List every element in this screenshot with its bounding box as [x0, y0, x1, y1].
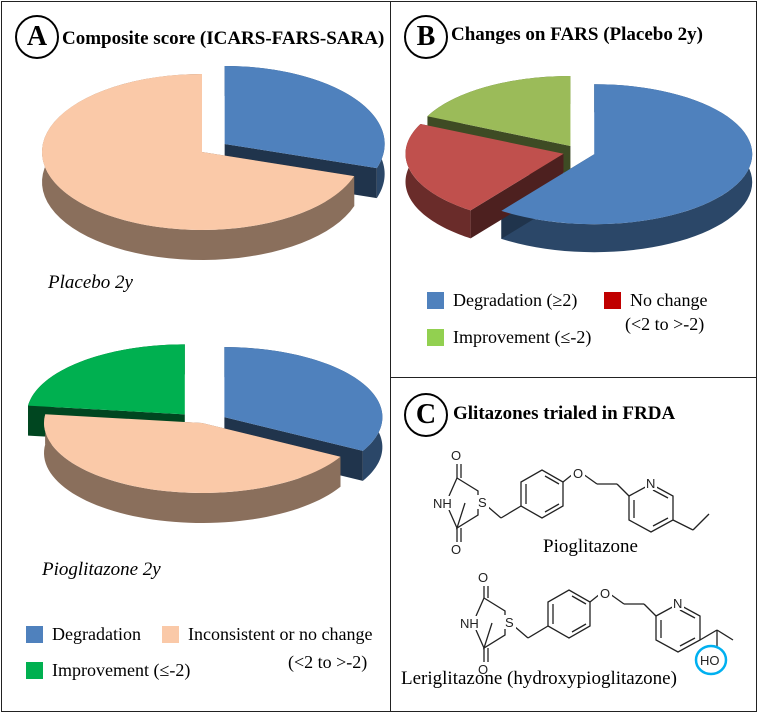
piog-pie-slice-2 — [28, 344, 185, 415]
panel-a-title: Composite score (ICARS-FARS-SARA) — [62, 28, 385, 49]
panel-c-title: Glitazones trialed in FRDA — [453, 403, 676, 424]
placebo-composite-pie — [42, 65, 385, 260]
atom-ho: HO — [700, 653, 720, 668]
atom-o-bottom: O — [451, 542, 461, 557]
placebo-pie-slice-1 — [42, 74, 355, 230]
panel-c-badge: C — [404, 393, 448, 437]
swatch-peach — [162, 626, 179, 643]
swatch-green — [26, 662, 43, 679]
panel-a-badge: A — [15, 15, 59, 59]
atom-o-top-2: O — [478, 570, 488, 585]
fars-pie-slice-0 — [501, 84, 753, 225]
legend-improvement-label: Improvement (≤-2) — [52, 660, 191, 680]
atom-o-ether-2: O — [600, 586, 610, 601]
fars-pie-wall-1 — [405, 123, 471, 239]
atom-nh: NH — [433, 496, 452, 511]
legend-b-improvement: Improvement (≤-2) — [427, 327, 591, 348]
pioglitazone-composite-pie — [28, 344, 383, 523]
placebo-pie-slice-0 — [224, 65, 385, 169]
panel-b-badge: B — [404, 15, 448, 59]
atom-n-pyridine-2: N — [673, 596, 682, 611]
legend-inconsistent-label: Inconsistent or no change — [188, 624, 373, 644]
swatch-blue — [427, 292, 444, 309]
atom-nh-2: NH — [460, 616, 479, 631]
pioglitazone-caption: Pioglitazone 2y — [42, 559, 161, 580]
atom-s: S — [478, 495, 487, 510]
piog-pie-slice-1 — [43, 414, 341, 493]
panel-b-title: Changes on FARS (Placebo 2y) — [451, 24, 703, 45]
atom-o-ether: O — [573, 466, 583, 481]
legend-b-degradation-label: Degradation (≥2) — [453, 290, 578, 310]
placebo-caption: Placebo 2y — [48, 272, 133, 293]
panel-c: C Glitazones trialed in FRDA O — [390, 377, 757, 712]
hydroxyl-highlight — [694, 644, 728, 676]
atom-o-bottom-2: O — [478, 662, 488, 677]
fars-pie-slice-1 — [405, 123, 564, 211]
legend-degradation: Degradation — [26, 624, 141, 645]
pioglitazone-label: Pioglitazone — [543, 536, 638, 557]
leriglitazone-structure: O NH S O O N HO — [459, 570, 734, 677]
legend-inconsistent: Inconsistent or no change — [162, 624, 372, 645]
atom-n-pyridine: N — [646, 476, 655, 491]
legend-b-nochange-label: No change — [630, 290, 708, 310]
pioglitazone-structure: O NH S O O N — [432, 448, 710, 557]
legend-improvement: Improvement (≤-2) — [26, 660, 190, 681]
fars-pie-slice-2 — [427, 76, 571, 147]
atom-o-top: O — [451, 448, 461, 463]
panel-b: B Changes on FARS (Placebo 2y) Degradati… — [390, 1, 757, 378]
panel-a: A Composite score (ICARS-FARS-SARA) Plac… — [1, 1, 391, 712]
swatch-red — [604, 292, 621, 309]
leriglitazone-label: Leriglitazone (hydroxypioglitazone) — [401, 668, 677, 689]
legend-b-nochange-sub: (<2 to >-2) — [625, 314, 705, 334]
fars-pie-cut-1-0 — [470, 153, 564, 239]
legend-b-improvement-label: Improvement (≤-2) — [453, 327, 592, 347]
legend-degradation-label: Degradation — [52, 624, 141, 644]
swatch-blue — [26, 626, 43, 643]
legend-b-degradation: Degradation (≥2) — [427, 290, 577, 311]
swatch-olive — [427, 329, 444, 346]
legend-b-nochange: No change — [604, 290, 707, 311]
piog-pie-slice-0 — [224, 347, 383, 451]
piog-pie-wall-1 — [44, 414, 341, 523]
fars-placebo-pie — [405, 76, 753, 253]
atom-s-2: S — [505, 615, 514, 630]
legend-inconsistent-sub: (<2 to >-2) — [288, 652, 368, 672]
